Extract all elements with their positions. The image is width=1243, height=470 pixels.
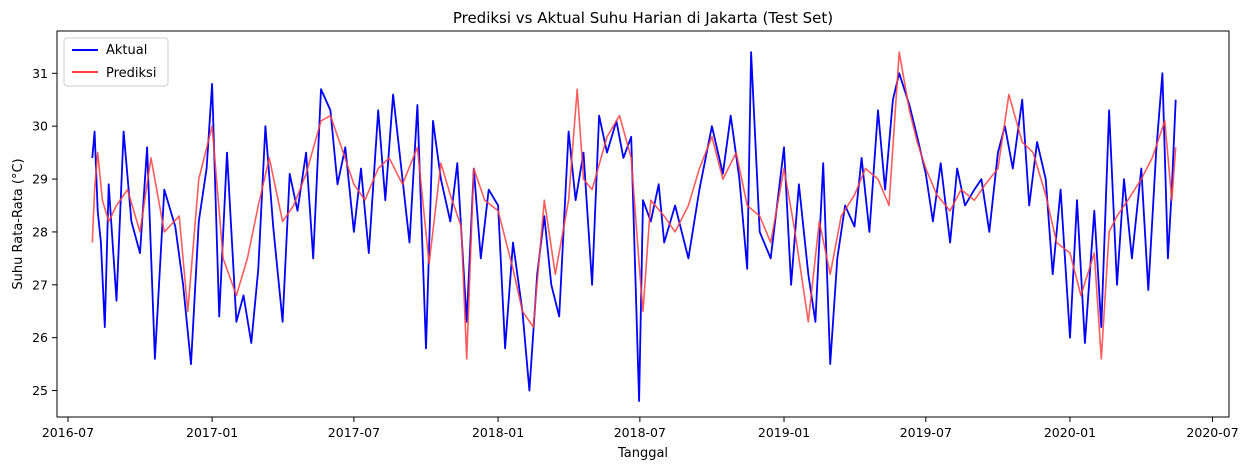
legend: Aktual Prediksi [63, 37, 169, 87]
x-tick-label: 2018-01 [472, 425, 524, 440]
x-tick-label: 2018-07 [614, 425, 666, 440]
legend-label-aktual: Aktual [106, 43, 147, 58]
x-tick-label: 2017-01 [186, 425, 238, 440]
y-tick-label: 27 [32, 277, 48, 292]
y-axis-label: Suhu Rata-Rata (°C) [11, 158, 26, 289]
x-axis-ticks: 2016-07 2017-01 2017-07 2018-01 2018-07 2019-… [42, 417, 1239, 440]
x-tick-label: 2019-07 [900, 425, 952, 440]
series-line-prediksi [91, 51, 1177, 360]
y-axis-ticks: 25 26 27 28 29 30 31 [32, 66, 57, 398]
y-tick-label: 29 [32, 172, 48, 187]
y-tick-label: 25 [32, 383, 48, 398]
y-tick-label: 30 [32, 119, 48, 134]
legend-label-prediksi: Prediksi [106, 66, 156, 81]
x-tick-label: 2020-01 [1044, 425, 1096, 440]
x-tick-label: 2017-07 [328, 425, 380, 440]
plot-frame [56, 30, 1230, 418]
y-tick-label: 26 [32, 330, 48, 345]
series-layer [91, 51, 1177, 403]
x-axis-label: Tanggal [617, 446, 668, 461]
x-tick-label: 2019-01 [758, 425, 810, 440]
x-tick-label: 2016-07 [42, 425, 94, 440]
y-tick-label: 28 [32, 224, 48, 239]
x-tick-label: 2020-07 [1186, 425, 1238, 440]
chart-title: Prediksi vs Aktual Suhu Harian di Jakart… [453, 9, 833, 27]
y-tick-label: 31 [32, 66, 48, 81]
